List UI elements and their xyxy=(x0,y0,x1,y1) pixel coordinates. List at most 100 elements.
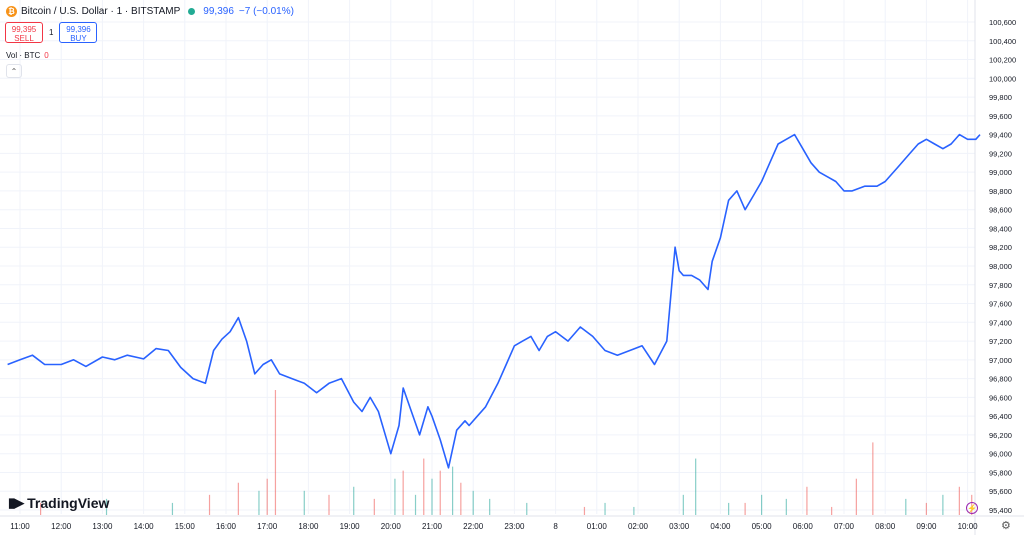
volume-bar xyxy=(353,486,355,515)
buy-price: 99,396 xyxy=(66,25,91,34)
volume-bar xyxy=(489,498,491,515)
brand-name: TradingView xyxy=(27,495,110,511)
tradingview-mark-icon: ▮▶ xyxy=(8,495,24,510)
volume-bar xyxy=(208,494,211,515)
flash-icon[interactable]: ⚡ xyxy=(966,502,978,514)
volume-label: Vol · BTC xyxy=(6,51,41,60)
time-tick-label: 02:00 xyxy=(628,522,649,531)
time-tick-label: 23:00 xyxy=(504,522,525,531)
time-tick-label: 15:00 xyxy=(175,522,196,531)
tradingview-logo[interactable]: ▮▶ TradingView xyxy=(8,495,109,511)
volume-bar xyxy=(40,502,42,515)
time-tick-label: 06:00 xyxy=(793,522,814,531)
volume-bar xyxy=(237,482,239,515)
time-tick-label: 8 xyxy=(553,522,558,531)
sell-price: 99,395 xyxy=(11,25,37,34)
trade-buttons: 99,395 SELL 1 99,396 BUY xyxy=(5,22,98,43)
volume-bar xyxy=(373,498,375,515)
volume-bar xyxy=(431,478,433,515)
price-tick-label: 96,800 xyxy=(989,375,1012,384)
price-tick-label: 99,400 xyxy=(989,131,1012,140)
price-tick-label: 95,800 xyxy=(989,468,1012,477)
volume-bar xyxy=(855,478,857,515)
price-tick-label: 96,200 xyxy=(989,431,1012,440)
collapse-legend-button[interactable]: ⌃ xyxy=(6,64,22,78)
price-tick-label: 98,600 xyxy=(989,206,1012,215)
volume-bar xyxy=(872,442,874,515)
volume-bar xyxy=(328,494,330,515)
time-axis[interactable]: 11:00 12:00 13:00 14:00 15:00 16:00 17:00 18:00… xyxy=(10,522,978,531)
price-tick-label: 97,600 xyxy=(989,300,1012,309)
time-tick-label: 08:00 xyxy=(875,522,896,531)
price-tick-label: 96,000 xyxy=(989,450,1012,459)
volume-legend[interactable]: Vol · BTC 0 xyxy=(6,51,49,60)
price-tick-label: 100,200 xyxy=(989,56,1016,65)
time-tick-label: 21:00 xyxy=(422,522,443,531)
price-tick-label: 99,000 xyxy=(989,168,1012,177)
volume-bar xyxy=(460,482,462,515)
time-tick-label: 18:00 xyxy=(298,522,319,531)
time-tick-label: 22:00 xyxy=(463,522,484,531)
price-tick-label: 100,000 xyxy=(989,74,1016,83)
volume-bar xyxy=(452,466,454,515)
time-tick-label: 14:00 xyxy=(134,522,155,531)
price-tick-label: 98,800 xyxy=(989,187,1012,196)
symbol-legend: ₿ Bitcoin / U.S. Dollar · 1 · BITSTAMP 9… xyxy=(6,6,294,17)
volume-value: 0 xyxy=(44,51,49,60)
settings-gear-icon[interactable]: ⚙ xyxy=(1001,520,1011,532)
time-tick-label: 12:00 xyxy=(51,522,72,531)
price-tick-label: 96,400 xyxy=(989,412,1012,421)
volume-bar xyxy=(604,502,606,515)
volume-bar xyxy=(526,502,528,515)
price-tick-label: 98,200 xyxy=(989,243,1012,252)
volume-bar xyxy=(831,506,833,515)
price-tick-label: 98,000 xyxy=(989,262,1012,271)
volume-bar xyxy=(942,494,944,515)
last-price: 99,396 xyxy=(203,6,234,17)
volume-bar xyxy=(171,502,174,515)
volume-bar xyxy=(806,486,808,515)
buy-label: BUY xyxy=(70,34,87,43)
time-tick-label: 11:00 xyxy=(10,522,30,531)
time-tick-label: 16:00 xyxy=(216,522,237,531)
volume-bar xyxy=(472,490,474,515)
price-line xyxy=(7,133,981,469)
volume-bar xyxy=(744,502,746,515)
price-tick-label: 97,200 xyxy=(989,337,1012,346)
volume-bar xyxy=(414,494,417,515)
volume-bar xyxy=(925,502,927,515)
price-line-layer xyxy=(7,133,981,469)
time-tick-label: 07:00 xyxy=(834,522,855,531)
price-tick-label: 99,600 xyxy=(989,112,1012,121)
price-tick-label: 100,400 xyxy=(989,37,1016,46)
volume-bar xyxy=(105,498,108,515)
time-tick-label: 09:00 xyxy=(916,522,937,531)
spread-value: 1 xyxy=(49,28,54,37)
sell-label: SELL xyxy=(14,34,34,43)
price-tick-label: 99,800 xyxy=(989,93,1012,102)
symbol-title[interactable]: Bitcoin / U.S. Dollar · 1 · BITSTAMP xyxy=(21,6,181,17)
price-change: −7 (−0.01%) xyxy=(238,6,294,17)
volume-bar xyxy=(266,478,268,515)
volume-bar xyxy=(274,390,277,515)
volume-bar xyxy=(695,458,697,515)
sell-button[interactable]: 99,395 SELL xyxy=(5,22,43,43)
volume-bar xyxy=(439,470,441,515)
buy-button[interactable]: 99,396 BUY xyxy=(59,22,98,43)
volume-bar xyxy=(761,494,763,515)
price-tick-label: 99,200 xyxy=(989,149,1012,158)
price-axis[interactable]: 95,400 95,600 95,800 96,000 96,200 96,400 96,6… xyxy=(989,18,1016,515)
price-tick-label: 96,600 xyxy=(989,393,1012,402)
market-open-icon xyxy=(188,8,196,15)
time-tick-label: 03:00 xyxy=(669,522,690,531)
volume-bar xyxy=(583,506,586,515)
volume-bar xyxy=(728,502,730,515)
volume-bar xyxy=(785,498,787,515)
price-tick-label: 97,800 xyxy=(989,281,1012,290)
volume-bar xyxy=(682,494,684,515)
time-tick-label: 13:00 xyxy=(92,522,113,531)
volume-bar xyxy=(958,486,960,515)
volume-bar xyxy=(423,458,425,515)
volume-bar xyxy=(402,470,404,515)
